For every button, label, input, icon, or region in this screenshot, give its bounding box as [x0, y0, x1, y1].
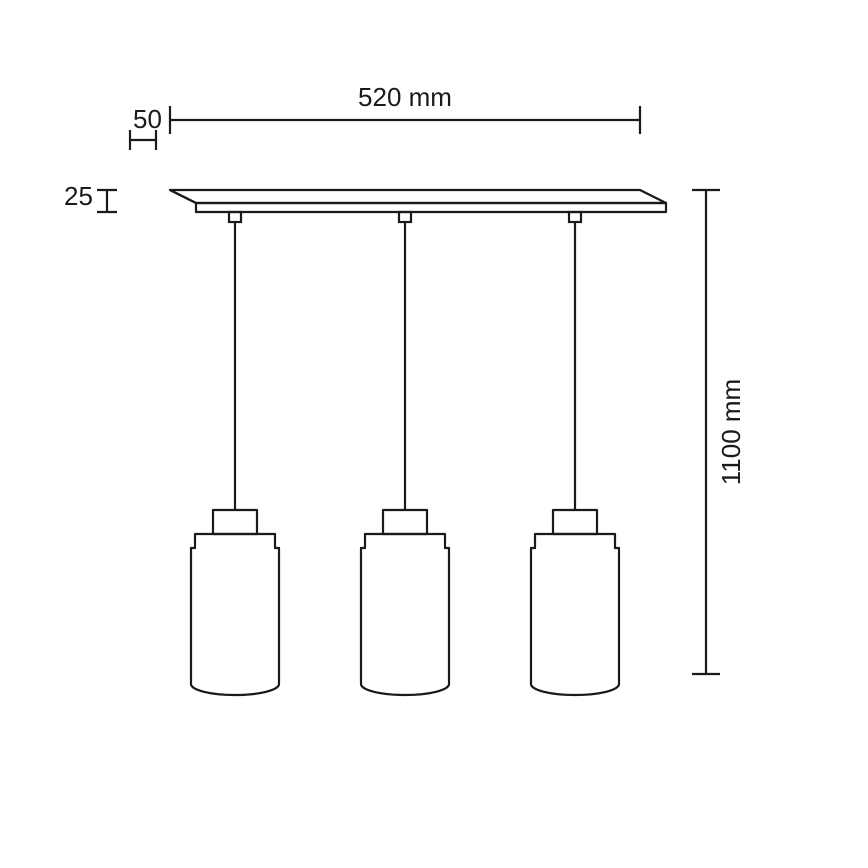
shade-cap	[553, 510, 597, 534]
depth-dim-label: 50	[133, 104, 162, 134]
mount-top-face	[170, 190, 666, 203]
shade-body	[191, 534, 279, 695]
cable-connector	[229, 212, 241, 222]
mount-h-dim-label: 25	[64, 181, 93, 211]
lamp-dimension-diagram: 520 mm 50 25 1100 mm	[0, 0, 868, 868]
width-dim-label: 520 mm	[358, 82, 452, 112]
shade-cap	[213, 510, 257, 534]
mount-left-edge	[170, 190, 196, 203]
mount-front-face	[196, 203, 666, 212]
height-dim-label: 1100 mm	[716, 379, 746, 485]
shade-body	[531, 534, 619, 695]
shade-cap	[383, 510, 427, 534]
cable-connector	[569, 212, 581, 222]
cable-connector	[399, 212, 411, 222]
shade-body	[361, 534, 449, 695]
